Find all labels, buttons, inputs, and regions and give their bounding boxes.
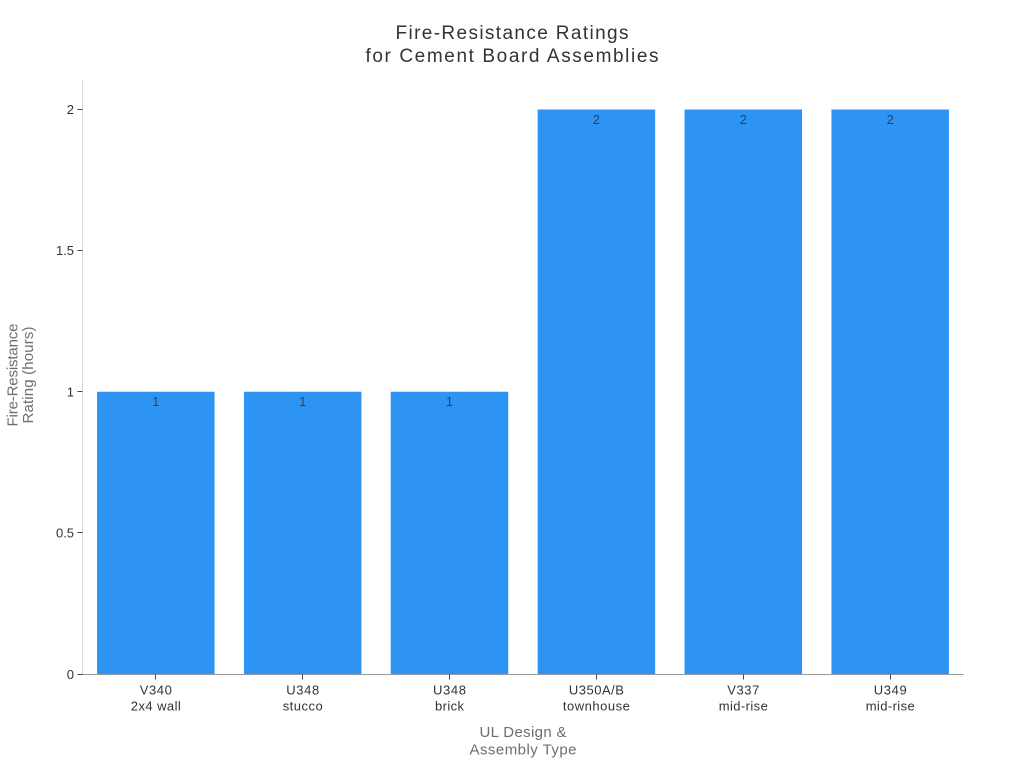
svg-text:U348: U348 (286, 683, 319, 698)
svg-text:Rating (hours): Rating (hours) (20, 327, 37, 424)
svg-text:V340: V340 (140, 683, 172, 698)
svg-text:mid-rise: mid-rise (719, 699, 768, 714)
svg-text:1: 1 (152, 395, 159, 409)
svg-text:1: 1 (299, 395, 306, 409)
svg-text:UL Design &: UL Design & (480, 724, 567, 741)
svg-text:V337: V337 (727, 683, 759, 698)
svg-text:brick: brick (435, 699, 465, 714)
svg-text:2: 2 (593, 113, 600, 127)
svg-text:stucco: stucco (283, 699, 323, 714)
svg-text:U348: U348 (433, 683, 466, 698)
svg-text:townhouse: townhouse (563, 699, 630, 714)
svg-text:0.5: 0.5 (56, 525, 74, 540)
svg-text:Fire-Resistance: Fire-Resistance (5, 324, 22, 427)
svg-text:0: 0 (67, 667, 74, 682)
svg-text:Assembly Type: Assembly Type (470, 742, 577, 759)
svg-text:2: 2 (740, 113, 747, 127)
svg-text:Fire-Resistance Ratings: Fire-Resistance Ratings (396, 23, 629, 44)
svg-text:1: 1 (446, 395, 453, 409)
svg-text:U349: U349 (874, 683, 907, 698)
svg-text:for Cement Board Assemblies: for Cement Board Assemblies (366, 46, 659, 67)
svg-text:1.5: 1.5 (56, 243, 74, 258)
svg-text:1: 1 (67, 384, 74, 399)
svg-text:2: 2 (887, 113, 894, 127)
svg-text:2: 2 (67, 102, 74, 117)
svg-text:U350A/B: U350A/B (569, 683, 624, 698)
svg-text:2x4 wall: 2x4 wall (131, 699, 181, 714)
svg-text:mid-rise: mid-rise (866, 699, 915, 714)
